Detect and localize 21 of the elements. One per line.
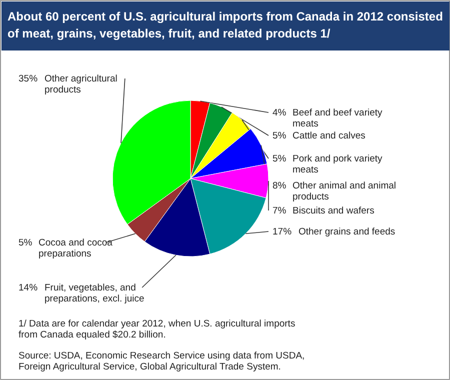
slice-label: Biscuits and wafers <box>292 206 375 216</box>
chart-title: About 60 percent of U.S. agricultural imports from Canada in 2012 consisted of meat, grains, vegetables, fruit, and related products 1/ <box>8 10 443 40</box>
slice-label: Other animal and animal products <box>292 180 396 202</box>
source-note: Source: USDA, Economic Research Service using data from USDA, Foreign Agricultural Service, Global Agricultural Trade System. <box>18 350 305 372</box>
data-label: 4% <box>272 108 287 118</box>
slice-label: Other grains and feeds <box>298 226 396 238</box>
slice-label: Fruit, vegetables, and preparations, excl. juice <box>44 282 144 304</box>
data-label: 5% <box>18 238 33 248</box>
data-label: 7% <box>272 206 287 216</box>
slice-label: Cocoa and cocoa preparations <box>38 238 114 260</box>
slice-label: Cattle and calves <box>292 130 366 142</box>
data-label: 8% <box>272 180 287 192</box>
data-label: 17% <box>272 226 292 238</box>
data-label: 14% <box>18 282 38 294</box>
data-label: 35% <box>18 74 38 84</box>
slice-label: Other agricultural products <box>44 74 118 96</box>
data-label: 5% <box>272 154 287 164</box>
text: 1/ Data are for calendar year 2012, when U.S. agricultural imports from Canada equaled $20.2 billion. <box>18 318 296 340</box>
slice-label: Beef and beef variety meats <box>292 108 383 130</box>
data-label: 5% <box>272 130 287 142</box>
slice-label: Pork and pork variety meats <box>292 154 383 176</box>
